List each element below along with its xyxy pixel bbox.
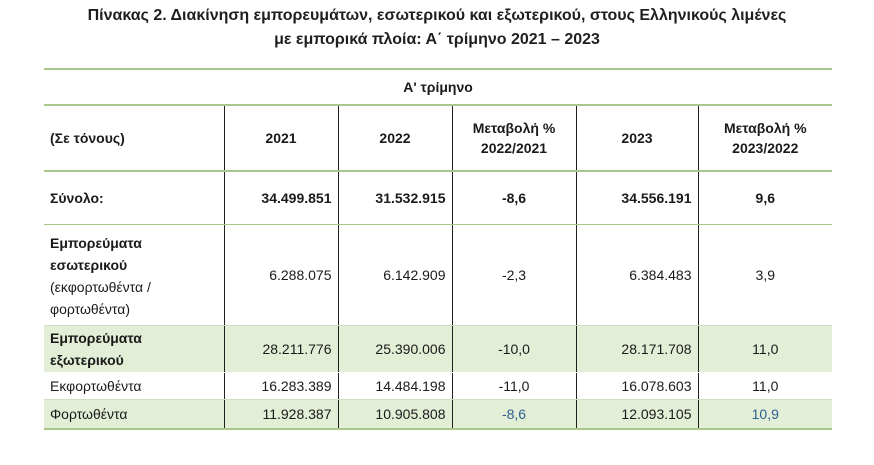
total-2021: 34.499.851 xyxy=(223,171,338,225)
loaded-label: Φορτωθέντα xyxy=(44,399,224,430)
header-change-2022-2021-line2: 2022/2021 xyxy=(480,140,548,156)
total-2022: 31.532.915 xyxy=(337,171,452,225)
unloaded-2023: 16.078.603 xyxy=(575,372,698,400)
header-2022: 2022 xyxy=(337,105,452,172)
column-header-row: (Σε τόνους) 2021 2022 Μεταβολή % 2022/20… xyxy=(44,105,833,172)
domestic-change-1: -2,3 xyxy=(451,224,576,326)
header-2023: 2023 xyxy=(575,105,698,172)
foreign-2022: 25.390.006 xyxy=(337,325,452,373)
domestic-label-bold-2: εσωτερικού xyxy=(50,257,128,273)
total-2023: 34.556.191 xyxy=(575,171,698,225)
total-label: Σύνολο: xyxy=(44,171,224,225)
unloaded-change-2: 11,0 xyxy=(697,372,833,400)
loaded-2023: 12.093.105 xyxy=(575,399,698,430)
table-row-foreign: Εμπορεύματα εξωτερικού 28.211.776 25.390… xyxy=(44,325,833,373)
header-change-2023-2022-line1: Μεταβολή % xyxy=(723,120,807,136)
domestic-label: Εμπορεύματα εσωτερικού (εκφορτωθέντα / φ… xyxy=(44,224,224,326)
unloaded-change-1: -11,0 xyxy=(451,372,576,400)
quarter-header: Α' τρίμηνο xyxy=(44,68,833,106)
total-change-2: 9,6 xyxy=(697,171,833,225)
loaded-2022: 10.905.808 xyxy=(337,399,452,430)
table-row-domestic: Εμπορεύματα εσωτερικού (εκφορτωθέντα / φ… xyxy=(44,224,833,326)
domestic-label-note-1: (εκφορτωθέντα / xyxy=(50,279,151,295)
table-row-loaded: Φορτωθέντα 11.928.387 10.905.808 -8,6 12… xyxy=(44,399,833,430)
title-line-1: Πίνακας 2. Διακίνηση εμπορευμάτων, εσωτε… xyxy=(87,7,787,24)
domestic-2023: 6.384.483 xyxy=(575,224,698,326)
foreign-label: Εμπορεύματα εξωτερικού xyxy=(44,325,224,373)
domestic-2021: 6.288.075 xyxy=(223,224,338,326)
domestic-label-note-2: φορτωθέντα) xyxy=(50,301,131,317)
unloaded-2022: 14.484.198 xyxy=(337,372,452,400)
foreign-2021: 28.211.776 xyxy=(223,325,338,373)
foreign-label-2: εξωτερικού xyxy=(50,352,124,368)
header-change-2022-2021-line1: Μεταβολή % xyxy=(472,120,556,136)
unloaded-label: Εκφορτωθέντα xyxy=(44,372,224,400)
total-change-1: -8,6 xyxy=(451,171,576,225)
domestic-change-2: 3,9 xyxy=(697,224,833,326)
loaded-change-1: -8,6 xyxy=(451,399,576,430)
header-2021: 2021 xyxy=(223,105,338,172)
loaded-change-2: 10,9 xyxy=(697,399,833,430)
quarter-header-row: Α' τρίμηνο xyxy=(44,68,833,106)
loaded-2021: 11.928.387 xyxy=(223,399,338,430)
domestic-2022: 6.142.909 xyxy=(337,224,452,326)
header-unit: (Σε τόνους) xyxy=(44,105,224,172)
cargo-table: Α' τρίμηνο (Σε τόνους) 2021 2022 Μεταβολ… xyxy=(44,68,833,430)
title-line-2: με εμπορικά πλοία: Α΄ τρίμηνο 2021 – 202… xyxy=(274,31,600,48)
table-row-unloaded: Εκφορτωθέντα 16.283.389 14.484.198 -11,0… xyxy=(44,372,833,400)
foreign-2023: 28.171.708 xyxy=(575,325,698,373)
header-change-2022-2021: Μεταβολή % 2022/2021 xyxy=(451,105,576,172)
table-row-total: Σύνολο: 34.499.851 31.532.915 -8,6 34.55… xyxy=(44,171,833,225)
header-change-2023-2022: Μεταβολή % 2023/2022 xyxy=(697,105,833,172)
foreign-change-1: -10,0 xyxy=(451,325,576,373)
foreign-change-2: 11,0 xyxy=(697,325,833,373)
domestic-label-bold-1: Εμπορεύματα xyxy=(50,235,142,251)
unloaded-2021: 16.283.389 xyxy=(223,372,338,400)
table-title: Πίνακας 2. Διακίνηση εμπορευμάτων, εσωτε… xyxy=(0,4,874,52)
header-change-2023-2022-line2: 2023/2022 xyxy=(732,140,799,156)
foreign-label-1: Εμπορεύματα xyxy=(50,330,142,346)
